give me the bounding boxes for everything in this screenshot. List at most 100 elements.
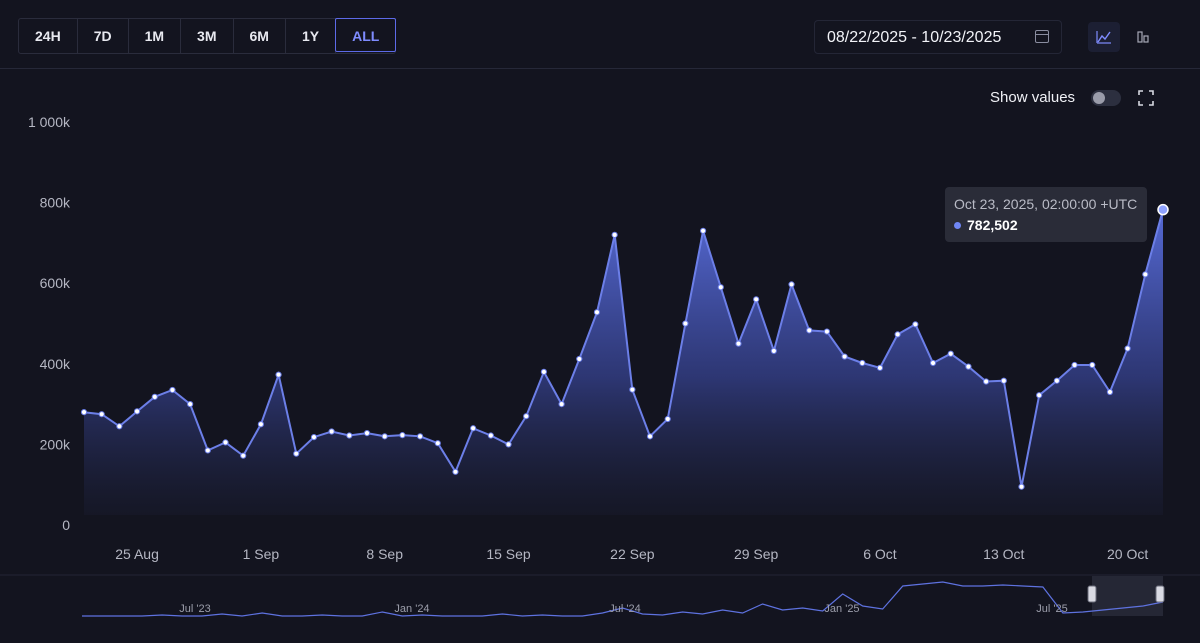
data-point[interactable] — [416, 433, 424, 440]
range-button-all[interactable]: ALL — [335, 18, 397, 52]
data-point[interactable] — [1124, 345, 1131, 352]
data-point[interactable] — [363, 430, 371, 437]
data-point[interactable] — [735, 340, 742, 347]
x-tick-label: 6 Oct — [863, 546, 897, 562]
data-point[interactable] — [505, 441, 512, 448]
data-point[interactable] — [1000, 377, 1007, 384]
navigator-handle[interactable] — [1155, 585, 1165, 603]
data-point[interactable] — [540, 368, 548, 375]
x-tick-label: 15 Sep — [486, 546, 531, 562]
data-point[interactable] — [770, 347, 777, 355]
data-point[interactable] — [1036, 392, 1043, 399]
data-point[interactable] — [558, 401, 565, 408]
data-point[interactable] — [1089, 361, 1096, 369]
data-point[interactable] — [717, 284, 724, 291]
data-point[interactable] — [293, 450, 300, 457]
area-fill — [84, 209, 1163, 515]
data-point[interactable] — [859, 359, 866, 367]
navigator-handle[interactable] — [1087, 585, 1097, 603]
tooltip-value: 782,502 — [967, 217, 1018, 233]
data-point[interactable] — [116, 423, 123, 430]
data-point[interactable] — [151, 393, 158, 400]
bar-chart-icon — [1137, 31, 1149, 43]
data-point[interactable] — [965, 363, 972, 370]
data-point[interactable] — [841, 353, 848, 360]
y-tick-label: 200k — [40, 436, 71, 452]
x-tick-label: 8 Sep — [366, 546, 403, 562]
data-point[interactable] — [929, 359, 937, 367]
data-point[interactable] — [876, 364, 884, 371]
navigator-selection[interactable] — [1092, 576, 1163, 616]
show-values-toggle[interactable] — [1091, 90, 1121, 106]
data-point[interactable] — [133, 408, 141, 415]
data-point[interactable] — [1018, 483, 1025, 490]
data-point[interactable] — [664, 415, 671, 423]
x-tick-label: 13 Oct — [983, 546, 1024, 562]
range-button-1m[interactable]: 1M — [129, 19, 182, 53]
navigator-label: Jan '24 — [394, 603, 429, 615]
data-point[interactable] — [240, 452, 247, 459]
line-chart-view-button[interactable] — [1088, 22, 1120, 52]
data-point[interactable] — [823, 328, 831, 335]
y-tick-label: 1 000k — [28, 114, 71, 130]
data-point[interactable] — [1142, 271, 1149, 278]
range-button-6m[interactable]: 6M — [234, 19, 286, 53]
data-point[interactable] — [523, 413, 530, 420]
data-point[interactable] — [470, 425, 477, 432]
data-point[interactable] — [947, 350, 954, 357]
data-point[interactable] — [452, 468, 459, 475]
calendar-icon — [1035, 30, 1049, 43]
data-point[interactable] — [593, 309, 601, 316]
data-point[interactable] — [576, 355, 583, 363]
range-button-1y[interactable]: 1Y — [286, 19, 337, 53]
data-point[interactable] — [894, 331, 901, 338]
top-toolbar: 24H 7D 1M 3M 6M 1Y ALL 08/22/2025 - 10/23/2025 — [0, 0, 1200, 69]
y-tick-label: 600k — [40, 275, 71, 291]
navigator-label: Jul '25 — [1036, 603, 1067, 615]
tooltip-date: Oct 23, 2025, 02:00:00 +UTC — [954, 196, 1138, 212]
data-point[interactable] — [1053, 377, 1060, 384]
data-point[interactable] — [646, 433, 654, 440]
data-point[interactable] — [399, 432, 406, 439]
data-point[interactable] — [346, 432, 353, 439]
data-point[interactable] — [699, 227, 707, 234]
date-range-picker[interactable]: 08/22/2025 - 10/23/2025 — [814, 20, 1062, 54]
data-point[interactable] — [753, 296, 760, 303]
data-point[interactable] — [1071, 361, 1078, 369]
data-point[interactable] — [806, 327, 813, 334]
y-tick-label: 0 — [62, 517, 70, 533]
data-point[interactable] — [611, 231, 618, 238]
data-point[interactable] — [98, 411, 105, 418]
range-button-24h[interactable]: 24H — [19, 19, 78, 53]
fullscreen-icon[interactable] — [1138, 90, 1154, 106]
data-point[interactable] — [328, 428, 335, 435]
data-point[interactable] — [275, 371, 282, 378]
data-point[interactable] — [1106, 388, 1114, 396]
bar-chart-view-button[interactable] — [1128, 22, 1160, 52]
data-point[interactable] — [257, 421, 264, 428]
data-point[interactable] — [310, 434, 318, 441]
range-button-3m[interactable]: 3M — [181, 19, 234, 53]
data-point[interactable] — [629, 386, 636, 393]
range-button-7d[interactable]: 7D — [78, 19, 129, 53]
data-point[interactable] — [682, 320, 689, 327]
data-point[interactable] — [1157, 203, 1169, 216]
data-point[interactable] — [169, 386, 176, 394]
data-point[interactable] — [788, 281, 795, 288]
data-point[interactable] — [222, 439, 229, 446]
line-chart-icon — [1096, 31, 1111, 44]
navigator-label: Jul '23 — [179, 603, 210, 615]
toggle-knob — [1093, 92, 1105, 104]
data-point[interactable] — [912, 321, 919, 328]
data-point[interactable] — [80, 409, 88, 416]
data-point[interactable] — [187, 401, 194, 408]
data-point[interactable] — [983, 378, 990, 385]
data-point[interactable] — [381, 433, 388, 440]
navigator-label: Jul '24 — [609, 603, 640, 615]
time-range-selector: 24H 7D 1M 3M 6M 1Y ALL — [18, 18, 397, 54]
range-navigator[interactable]: Jul '23 Jan '24 Jul '24 Jan '25 Jul '25 — [0, 574, 1200, 617]
data-point[interactable] — [487, 432, 494, 439]
x-tick-label: 1 Sep — [243, 546, 280, 562]
data-point[interactable] — [204, 447, 211, 454]
data-point[interactable] — [434, 440, 441, 447]
